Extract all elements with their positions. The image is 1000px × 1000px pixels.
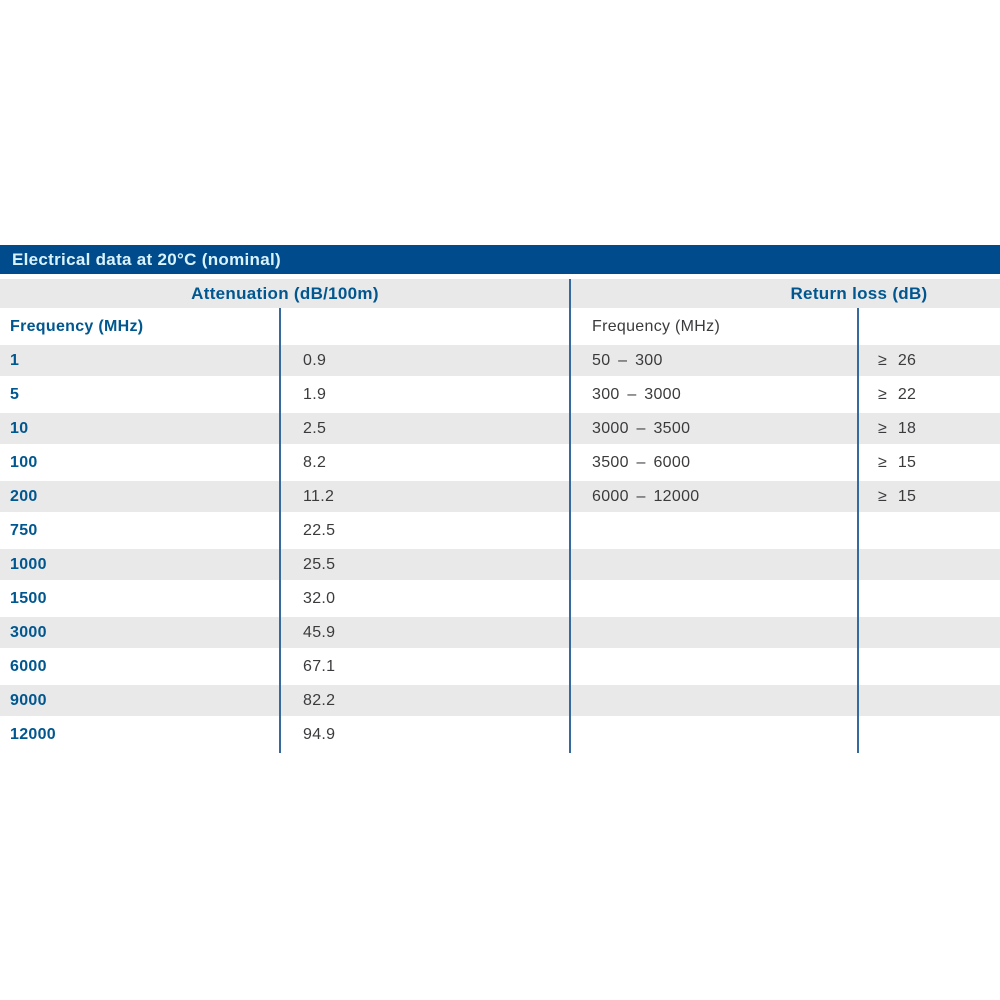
return-loss-section-header: Return loss (dB) <box>790 283 928 303</box>
table-title: Electrical data at 20°C (nominal) <box>12 249 281 269</box>
return-loss-value-cell: ≥ 18 <box>878 419 917 437</box>
attenuation-section-header: Attenuation (dB/100m) <box>191 283 379 303</box>
attenuation-value-cell: 82.2 <box>303 691 336 709</box>
return-loss-value-cell: ≥ 15 <box>878 453 917 471</box>
column-header-row: Frequency (MHz) Frequency (MHz) <box>0 308 1000 345</box>
return-loss-value-cell: ≥ 26 <box>878 351 917 369</box>
table-row: 6000 67.1 <box>0 651 1000 685</box>
return-loss-value-cell: ≥ 22 <box>878 385 917 403</box>
attenuation-value-cell: 8.2 <box>303 453 327 471</box>
table-row: 5 1.9 300 – 3000 ≥ 22 <box>0 379 1000 413</box>
attenuation-value-cell: 94.9 <box>303 725 336 743</box>
table-rows: 1 0.9 50 – 300 ≥ 26 5 1.9 300 – 3000 ≥ 22 10 2.5 3… <box>0 345 1000 753</box>
table-title-bar: Electrical data at 20°C (nominal) <box>0 245 1000 274</box>
table-row: 100 8.2 3500 – 6000 ≥ 15 <box>0 447 1000 481</box>
attenuation-value-cell: 25.5 <box>303 555 336 573</box>
attenuation-frequency-cell: 10 <box>10 419 29 437</box>
electrical-data-table: Electrical data at 20°C (nominal) Attenu… <box>0 245 1000 753</box>
section-header-band: Attenuation (dB/100m) Return loss (dB) <box>0 279 1000 308</box>
attenuation-value-cell: 0.9 <box>303 351 327 369</box>
attenuation-value-cell: 32.0 <box>303 589 336 607</box>
attenuation-frequency-cell: 100 <box>10 453 38 471</box>
attenuation-column-divider-line <box>279 308 281 753</box>
attenuation-value-cell: 11.2 <box>303 487 335 505</box>
attenuation-frequency-cell: 9000 <box>10 691 47 709</box>
return-loss-frequency-cell: 3500 – 6000 <box>592 453 691 471</box>
return-loss-frequency-cell: 50 – 300 <box>592 351 663 369</box>
return-loss-section-header-cell: Return loss (dB) <box>570 279 1000 308</box>
return-loss-frequency-cell: 300 – 3000 <box>592 385 682 403</box>
attenuation-frequency-cell: 1 <box>10 351 20 369</box>
table-row: 3000 45.9 <box>0 617 1000 651</box>
table-row: 1 0.9 50 – 300 ≥ 26 <box>0 345 1000 379</box>
attenuation-value-cell: 45.9 <box>303 623 336 641</box>
table-row: 9000 82.2 <box>0 685 1000 719</box>
attenuation-frequency-column-header: Frequency (MHz) <box>10 317 144 335</box>
table-row: 1500 32.0 <box>0 583 1000 617</box>
attenuation-frequency-cell: 5 <box>10 385 20 403</box>
table-row: 750 22.5 <box>0 515 1000 549</box>
attenuation-section-header-cell: Attenuation (dB/100m) <box>0 279 570 308</box>
attenuation-frequency-cell: 1500 <box>10 589 47 607</box>
table-row: 200 11.2 6000 – 12000 ≥ 15 <box>0 481 1000 515</box>
attenuation-value-cell: 22.5 <box>303 521 336 539</box>
section-divider-line <box>569 279 571 753</box>
table-row: 12000 94.9 <box>0 719 1000 753</box>
attenuation-value-cell: 67.1 <box>303 657 336 675</box>
table-row: 1000 25.5 <box>0 549 1000 583</box>
table-row: 10 2.5 3000 – 3500 ≥ 18 <box>0 413 1000 447</box>
return-loss-column-divider-line <box>857 308 859 753</box>
return-loss-frequency-cell: 6000 – 12000 <box>592 487 700 505</box>
return-loss-frequency-column-header: Frequency (MHz) <box>592 317 721 335</box>
attenuation-frequency-cell: 200 <box>10 487 38 505</box>
attenuation-frequency-cell: 12000 <box>10 725 56 743</box>
attenuation-frequency-cell: 3000 <box>10 623 47 641</box>
attenuation-frequency-cell: 750 <box>10 521 38 539</box>
attenuation-value-cell: 1.9 <box>303 385 327 403</box>
attenuation-frequency-cell: 6000 <box>10 657 47 675</box>
attenuation-value-cell: 2.5 <box>303 419 327 437</box>
return-loss-frequency-cell: 3000 – 3500 <box>592 419 691 437</box>
attenuation-frequency-cell: 1000 <box>10 555 47 573</box>
return-loss-value-cell: ≥ 15 <box>878 487 917 505</box>
